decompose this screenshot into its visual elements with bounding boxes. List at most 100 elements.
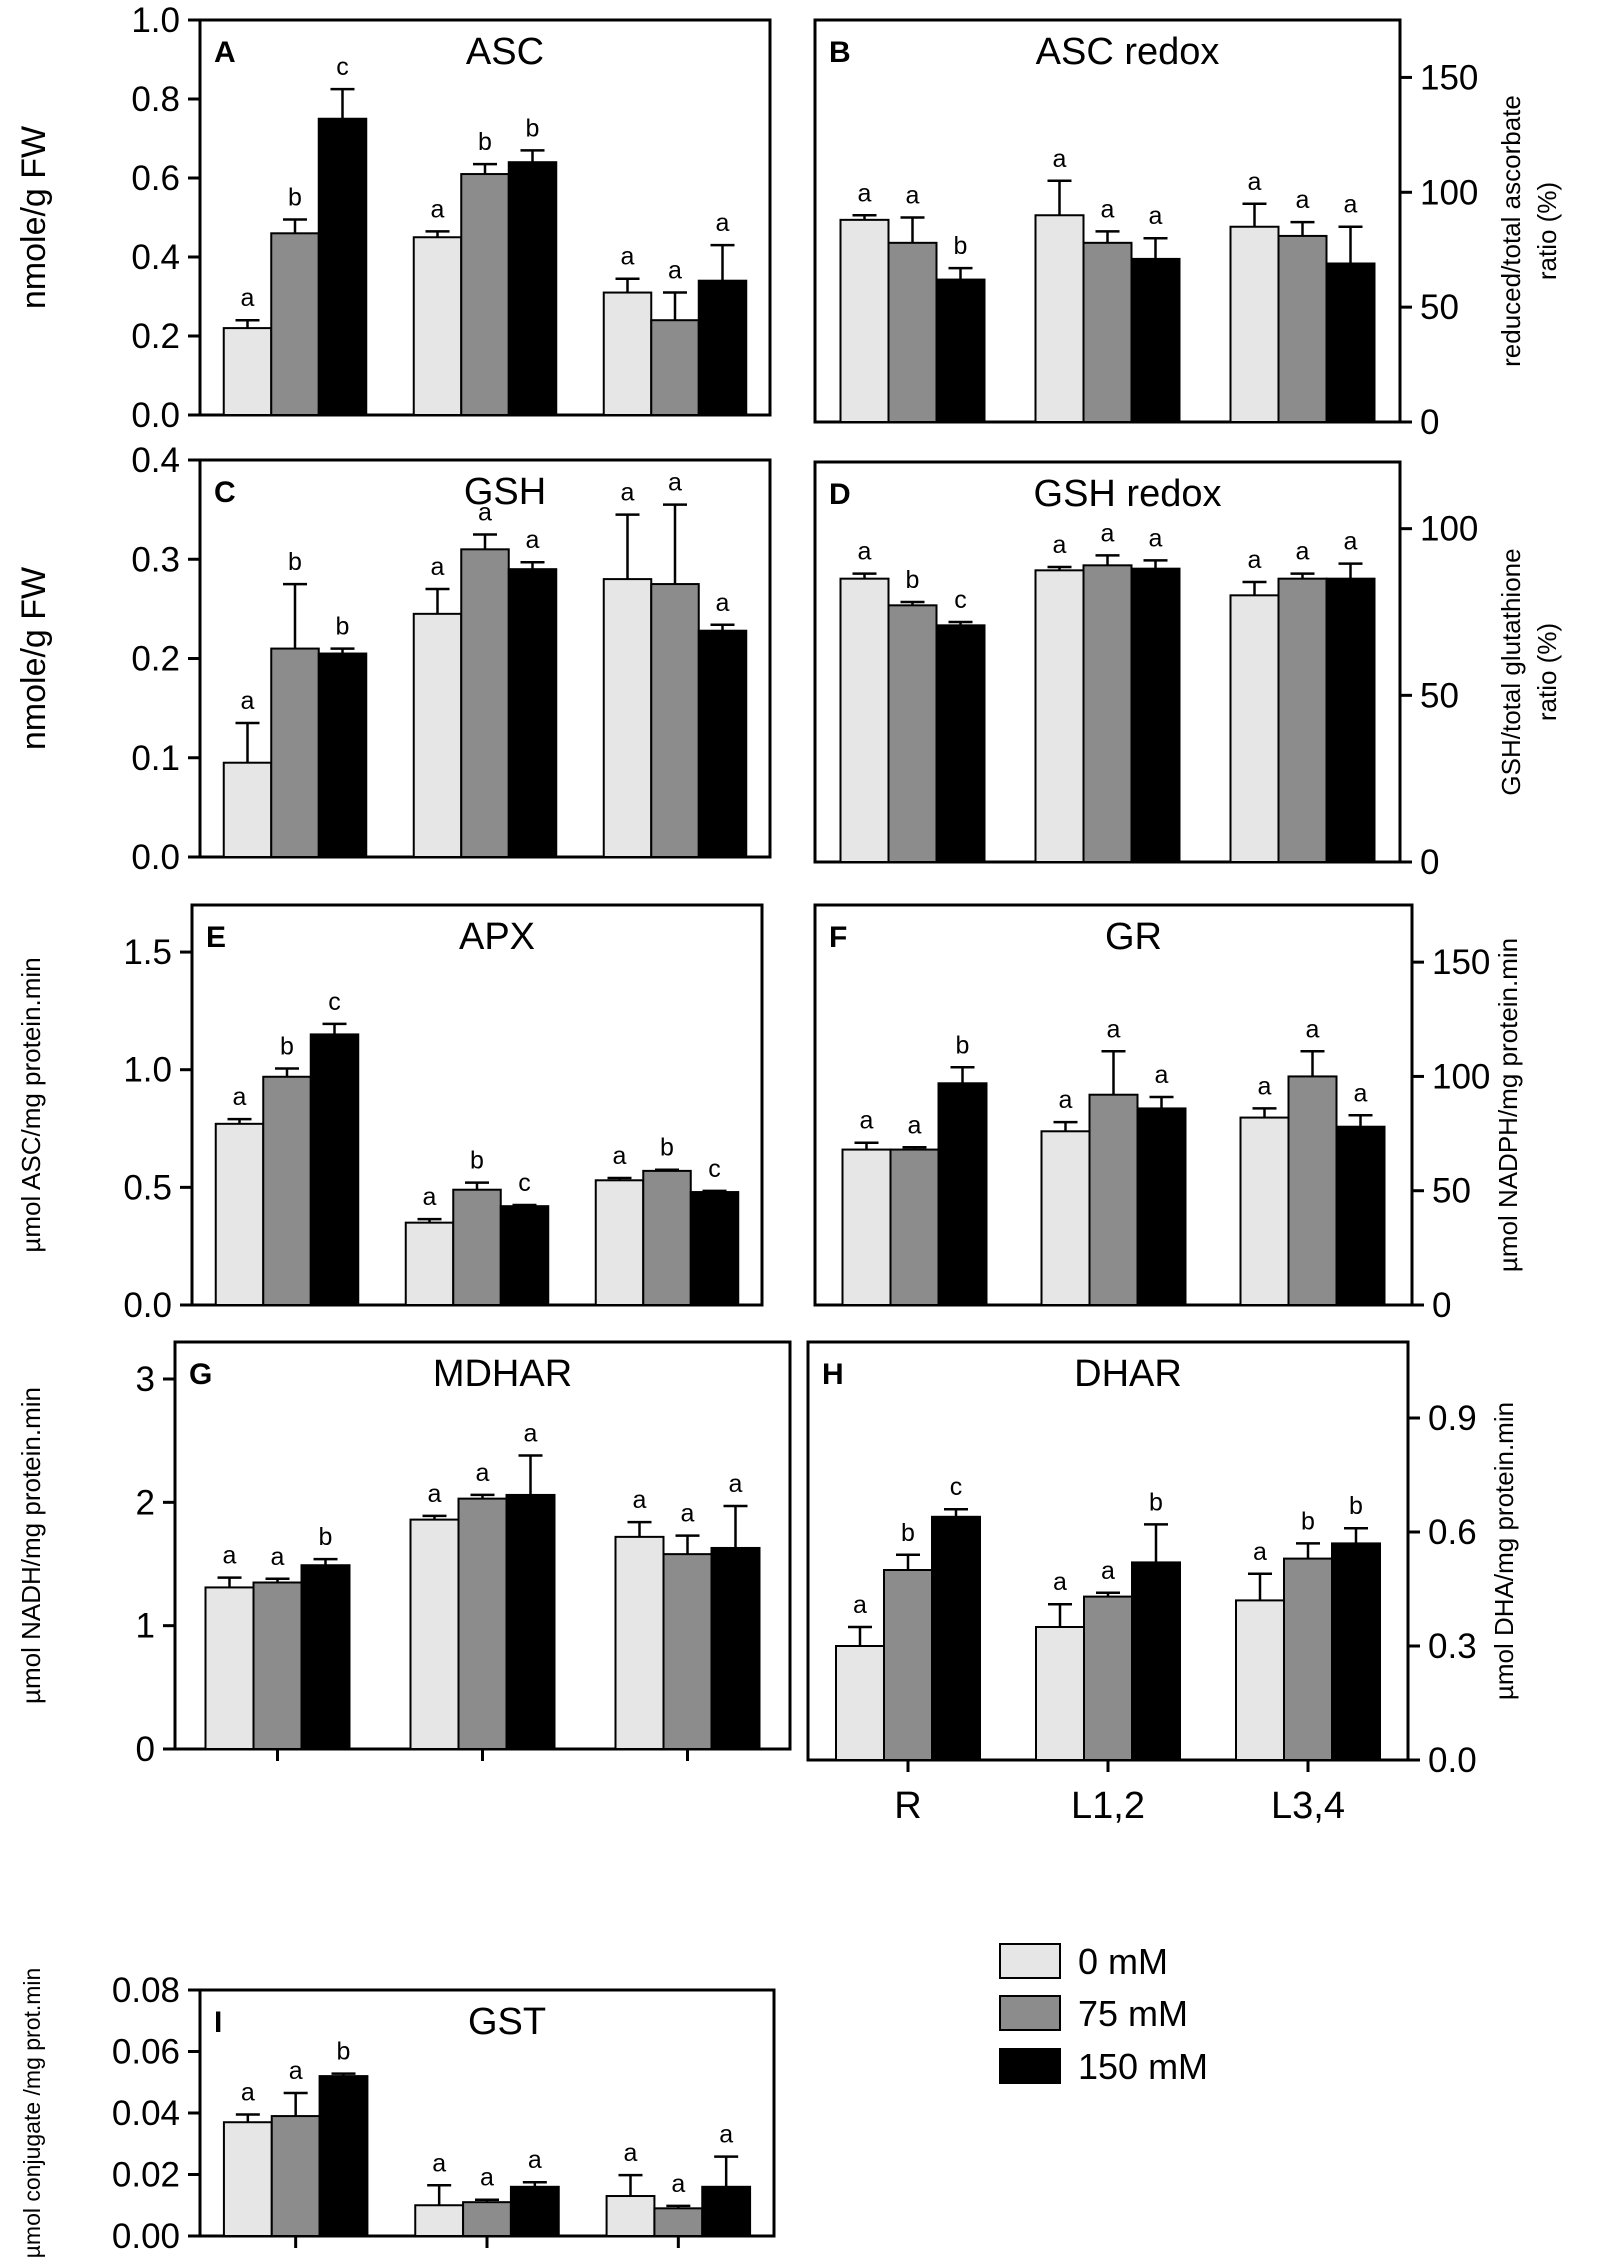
panel-b-bar-l12-0mm [1034, 214, 1085, 423]
panel-h-sig-r-0mm: a [853, 1591, 867, 1619]
panel-a-sig-l34-150mm: a [716, 209, 730, 237]
panel-a-bar-r-0mm [222, 327, 273, 417]
panel-c-bar-r-0mm [222, 761, 273, 859]
panel-i-bar-l12-0mm [414, 2204, 465, 2237]
panel-h-bar-l12-0mm [1035, 1626, 1085, 1761]
panel-a-ytick-label: 0.0 [131, 396, 180, 435]
panel-g-title: MDHAR [433, 1353, 572, 1395]
panel-b-ylabel: reduced/total ascorbate [1496, 95, 1526, 367]
panel-g-sig-l34-0mm: a [633, 1486, 647, 1514]
panel-g-bar-l34-75mm [662, 1553, 713, 1750]
panel-c-sig-l34-150mm: a [716, 589, 730, 617]
panel-e-sig-l12-0mm: a [423, 1183, 437, 1211]
panel-d-bar-r-150mm [935, 624, 986, 863]
panel-f-ytick-label: 50 [1432, 1172, 1471, 1211]
panel-b-title: ASC redox [1036, 31, 1220, 73]
panel-e-ylabel: µmol ASC/mg protein.min [16, 957, 46, 1252]
panel-h-ytick-label: 0.6 [1428, 1513, 1477, 1552]
legend-swatch-75mm [999, 1995, 1061, 2031]
panel-d-sig-r-0mm: a [858, 538, 872, 566]
panel-f-bar-l34-150mm [1335, 1125, 1386, 1306]
panel-c-bar-l12-150mm [507, 568, 558, 858]
panel-h-bar-l34-75mm [1283, 1557, 1333, 1761]
panel-c-ytick-label: 0.4 [131, 441, 180, 480]
panel-c-ytick-label: 0.0 [131, 838, 180, 877]
panel-h-ytick-label: 0.0 [1428, 1741, 1477, 1780]
panel-c-letter: C [214, 476, 236, 509]
panel-b: 0 50 100 150 B ASC redox reduced/total ascorba… [813, 18, 1562, 442]
panel-a-bar-l12-0mm [412, 236, 463, 416]
panel-a-ylabel: nmole/g FW [15, 126, 53, 309]
panel-b-letter: B [829, 36, 851, 69]
panel-h-sig-l12-150mm: b [1149, 1488, 1163, 1516]
panel-c-sig-l12-75mm: a [478, 498, 492, 526]
panel-f: 0 50 100 150 F GR µmol NADPH/mg protein.min a a b… [813, 903, 1523, 1325]
panel-d-sig-r-150mm: c [954, 586, 967, 614]
panel-g-bar-l12-75mm [457, 1497, 508, 1750]
panel-c-bar-l34-75mm [650, 583, 700, 858]
panel-f-bar-r-75mm [889, 1148, 940, 1306]
panel-e-bar-l34-150mm [689, 1191, 740, 1307]
panel-b-sig-r-150mm: b [954, 232, 968, 260]
panel-d-bar-l12-75mm [1082, 564, 1133, 863]
panel-b-sig-l34-0mm: a [1248, 168, 1262, 196]
panel-f-ytick-label: 150 [1432, 943, 1490, 982]
panel-g-bar-l12-150mm [505, 1493, 556, 1751]
panel-d-ytick-label: 0 [1420, 843, 1439, 882]
panel-i-bar-l34-75mm [653, 2207, 704, 2237]
panel-h-bar-l34-150mm [1331, 1542, 1381, 1762]
panel-b-ytick-label: 100 [1420, 173, 1478, 212]
panel-e-bar-r-150mm [309, 1033, 360, 1306]
panel-a-sig-r-0mm: a [241, 284, 255, 312]
panel-b-bar-l12-75mm [1082, 241, 1133, 423]
panel-e-bar-l12-0mm [404, 1221, 455, 1307]
legend-swatch-0mm [999, 1943, 1061, 1979]
panel-f-ytick-label: 0 [1432, 1286, 1451, 1325]
panel-e-sig-r-75mm: b [280, 1033, 294, 1061]
panel-e-ytick-label: 1.5 [123, 933, 172, 972]
panel-h-sig-l12-75mm: a [1101, 1557, 1115, 1585]
panel-h-ylabel: µmol DHA/mg protein.min [1489, 1402, 1519, 1700]
panel-c-sig-l12-0mm: a [431, 553, 445, 581]
panel-d-bar-l34-0mm [1229, 594, 1280, 863]
panel-i: 0.00 0.02 0.04 0.06 0.08 I GST µmol conjugate /… [19, 1968, 776, 2257]
panel-e-bar-r-0mm [214, 1122, 265, 1306]
panel-d-sig-l34-0mm: a [1248, 546, 1262, 574]
panel-h-sig-l34-0mm: a [1253, 1538, 1267, 1566]
panel-d-bar-l12-150mm [1130, 567, 1181, 864]
panel-b-sig-l34-150mm: a [1344, 191, 1358, 219]
panel-a-ytick-label: 0.2 [131, 317, 180, 356]
panel-g: 0 1 2 3 G MDHAR µmol NADH/mg protein.min a a b a a a… [16, 1340, 792, 1769]
panel-h: 0.0 0.3 0.6 0.9 H DHAR µmol DHA/mg protein.min… [806, 1340, 1519, 1827]
panel-f-sig-r-75mm: a [908, 1111, 922, 1139]
panel-d-bar-l34-75mm [1277, 577, 1328, 864]
panel-c-bar-l12-0mm [412, 612, 463, 859]
panel-e: 0.0 0.5 1.0 1.5 E APX µmol ASC/mg protein.min a… [16, 903, 764, 1325]
panel-d: 0 50 100 D GSH redox GSH/total glutathione rat… [813, 460, 1562, 882]
panel-d-sig-l12-0mm: a [1053, 531, 1067, 559]
panel-g-sig-l12-150mm: a [524, 1419, 538, 1447]
panel-e-ytick-label: 0.0 [123, 1286, 172, 1325]
panel-i-sig-l12-75mm: a [480, 2164, 494, 2192]
panel-a-bar-r-150mm [317, 117, 368, 416]
panel-g-bar-l34-150mm [710, 1546, 761, 1751]
panel-g-sig-l34-75mm: a [681, 1500, 695, 1528]
panel-a-title: ASC [466, 31, 544, 73]
panel-i-bar-l34-150mm [701, 2185, 752, 2238]
panel-h-xlabel-r: R [894, 1785, 921, 1827]
panel-c: 0.0 0.1 0.2 0.3 0.4 C GSH nmole/g FW a b b a a a a a a [15, 441, 772, 877]
panel-d-letter: D [829, 478, 851, 511]
panel-e-sig-l12-75mm: b [470, 1147, 484, 1175]
panel-h-sig-l12-0mm: a [1053, 1568, 1067, 1596]
panel-h-xlabel-l12: L1,2 [1071, 1785, 1145, 1827]
panel-g-sig-r-150mm: b [319, 1523, 333, 1551]
panel-h-ytick-label: 0.3 [1428, 1627, 1477, 1666]
panel-f-bar-l34-0mm [1239, 1116, 1290, 1306]
panel-f-bar-l12-0mm [1040, 1130, 1091, 1307]
panel-f-bar-l12-75mm [1088, 1093, 1139, 1306]
panel-d-ytick-label: 50 [1420, 676, 1459, 715]
panel-e-ytick-label: 0.5 [123, 1168, 172, 1207]
panel-c-sig-l34-75mm: a [668, 469, 682, 497]
panel-i-sig-l12-0mm: a [432, 2149, 446, 2177]
